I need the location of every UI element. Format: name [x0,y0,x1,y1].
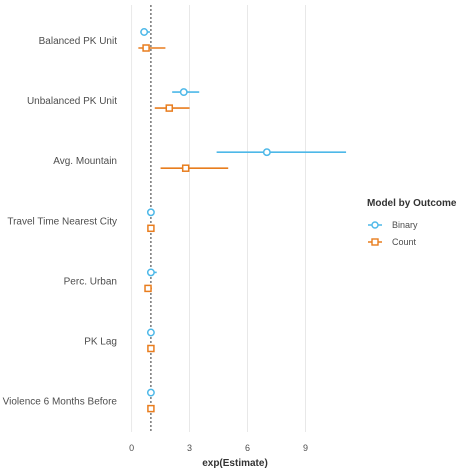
point-binary [146,328,155,337]
category-label: Violence 6 Months Before [3,397,118,408]
legend-key-square [371,238,379,246]
legend-title: Model by Outcome [367,198,457,209]
x-tick-label: 0 [129,443,134,453]
legend: Model by Outcome Binary Count [367,198,457,247]
x-axis-ticks: 0 3 6 9 [129,443,308,453]
category-label: Perc. Urban [64,276,117,287]
category-label: Balanced PK Unit [39,36,118,47]
category-label: Avg. Mountain [53,156,117,167]
grid [131,5,306,432]
point-count [144,284,152,293]
point-binary [146,388,155,397]
x-tick-label: 9 [303,443,308,453]
point-count [147,224,155,233]
point-binary [179,88,188,97]
x-axis-title: exp(Estimate) [202,458,268,469]
y-axis-labels: Balanced PK Unit Unbalanced PK Unit Avg. M… [3,36,118,408]
legend-key-circle [371,221,379,229]
x-tick-label: 3 [187,443,192,453]
point-count [165,104,174,112]
point-binary [146,208,155,217]
category-label: PK Lag [84,337,117,348]
category-label: Unbalanced PK Unit [27,96,117,107]
point-count [142,44,150,52]
marks [138,28,347,413]
point-count [147,404,155,413]
point-binary [262,148,271,157]
legend-label: Count [392,237,417,247]
point-count [181,164,190,172]
x-tick-label: 6 [245,443,250,453]
legend-label: Binary [392,220,418,230]
point-count [147,344,155,353]
point-binary [146,268,155,277]
point-binary [140,28,149,36]
category-label: Travel Time Nearest City [7,216,117,227]
